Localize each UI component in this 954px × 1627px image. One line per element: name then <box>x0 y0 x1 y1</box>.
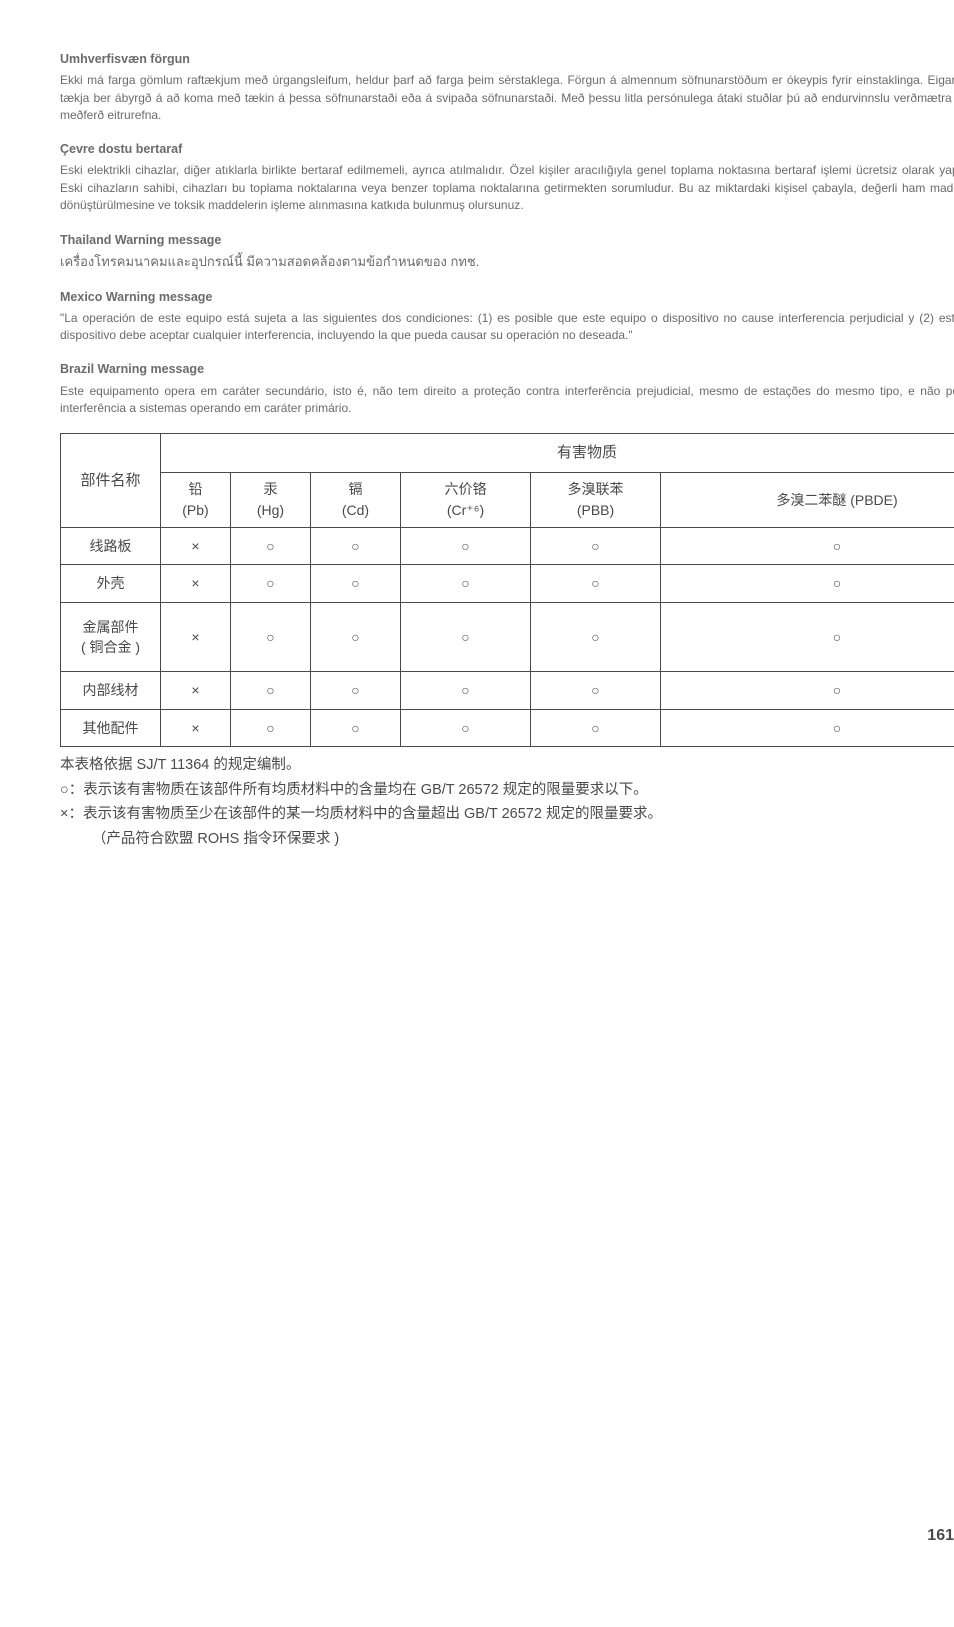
table-notes: 本表格依据 SJ/T 11364 的规定编制。 ○：表示该有害物质在该部件所有均… <box>60 753 954 852</box>
cell: ○ <box>531 528 661 565</box>
cell-name-l1: 金属部件 <box>83 619 139 635</box>
heading-thailand: Thailand Warning message <box>60 231 954 249</box>
cell: ○ <box>231 672 311 709</box>
th-pbb-l2: (PBB) <box>577 502 614 518</box>
cell: ○ <box>311 565 401 602</box>
cell: ○ <box>231 565 311 602</box>
cell: ○ <box>531 672 661 709</box>
th-hazardous: 有害物质 <box>161 434 954 473</box>
table-row: 金属部件 ( 铜合金 ) × ○ ○ ○ ○ ○ <box>61 602 954 672</box>
body-thailand: เครื่องโทรคมนาคมและอุปกรณ์นี้ มีความสอดค… <box>60 253 954 272</box>
page-number: 161 <box>927 1524 954 1547</box>
cell: × <box>161 709 231 746</box>
th-pb-l1: 铅 <box>189 481 203 497</box>
th-cr-l2: (Cr⁺⁶) <box>447 502 484 518</box>
cell-name: 金属部件 ( 铜合金 ) <box>61 602 161 672</box>
cell: ○ <box>401 528 531 565</box>
th-pbb: 多溴联苯 (PBB) <box>531 473 661 528</box>
heading-iceland: Umhverfisvæn förgun <box>60 50 954 68</box>
cell: ○ <box>661 602 954 672</box>
th-hg-l2: (Hg) <box>257 502 284 518</box>
table-row: 其他配件 × ○ ○ ○ ○ ○ <box>61 709 954 746</box>
cell: × <box>161 565 231 602</box>
cell: ○ <box>311 709 401 746</box>
cell: ○ <box>401 602 531 672</box>
cell: ○ <box>311 528 401 565</box>
cell: ○ <box>311 602 401 672</box>
section-brazil: Brazil Warning message Este equipamento … <box>60 360 954 417</box>
table-row: 线路板 × ○ ○ ○ ○ ○ <box>61 528 954 565</box>
th-pbde-l1: 多溴二苯醚 (PBDE) <box>776 492 897 508</box>
body-iceland: Ekki má farga gömlum raftækjum með úrgan… <box>60 72 954 124</box>
th-cr: 六价铬 (Cr⁺⁶) <box>401 473 531 528</box>
cell-name-l2: ( 铜合金 ) <box>81 639 140 655</box>
cell: ○ <box>661 709 954 746</box>
cell: ○ <box>531 565 661 602</box>
body-mexico: "La operación de este equipo está sujeta… <box>60 310 954 345</box>
section-turkey: Çevre dostu bertaraf Eski elektrikli cih… <box>60 140 954 214</box>
table-header-row1: 部件名称 有害物质 <box>61 434 954 473</box>
note-line2: ○：表示该有害物质在该部件所有均质材料中的含量均在 GB/T 26572 规定的… <box>60 778 954 803</box>
heading-brazil: Brazil Warning message <box>60 360 954 378</box>
th-cd-l1: 镉 <box>349 481 363 497</box>
th-pbde: 多溴二苯醚 (PBDE) <box>661 473 954 528</box>
cell-name: 外壳 <box>61 565 161 602</box>
th-cd-l2: (Cd) <box>342 502 369 518</box>
th-pb-l2: (Pb) <box>182 502 208 518</box>
cell: ○ <box>401 565 531 602</box>
th-cd: 镉 (Cd) <box>311 473 401 528</box>
cell-name: 内部线材 <box>61 672 161 709</box>
table-header-row2: 铅 (Pb) 汞 (Hg) 镉 (Cd) 六价铬 (Cr⁺⁶) 多溴联苯 (PB… <box>61 473 954 528</box>
th-hg: 汞 (Hg) <box>231 473 311 528</box>
cell: ○ <box>661 672 954 709</box>
cell: × <box>161 602 231 672</box>
table-row: 外壳 × ○ ○ ○ ○ ○ <box>61 565 954 602</box>
cell: ○ <box>401 709 531 746</box>
note-line4: （产品符合欧盟 ROHS 指令环保要求 ) <box>60 827 954 852</box>
cell: ○ <box>231 528 311 565</box>
heading-mexico: Mexico Warning message <box>60 288 954 306</box>
cell: ○ <box>401 672 531 709</box>
cell: ○ <box>311 672 401 709</box>
cell: ○ <box>661 565 954 602</box>
body-brazil: Este equipamento opera em caráter secund… <box>60 383 954 418</box>
heading-turkey: Çevre dostu bertaraf <box>60 140 954 158</box>
th-pbb-l1: 多溴联苯 <box>568 481 624 497</box>
cell: ○ <box>231 602 311 672</box>
cell: × <box>161 672 231 709</box>
cell: ○ <box>531 709 661 746</box>
table-row: 内部线材 × ○ ○ ○ ○ ○ <box>61 672 954 709</box>
cell: ○ <box>661 528 954 565</box>
th-cr-l1: 六价铬 <box>445 481 487 497</box>
note-line3: ×：表示该有害物质至少在该部件的某一均质材料中的含量超出 GB/T 26572 … <box>60 802 954 827</box>
section-thailand: Thailand Warning message เครื่องโทรคมนาค… <box>60 231 954 272</box>
body-turkey: Eski elektrikli cihazlar, diğer atıklarl… <box>60 162 954 214</box>
cell: × <box>161 528 231 565</box>
th-pb: 铅 (Pb) <box>161 473 231 528</box>
cell: ○ <box>231 709 311 746</box>
cell-name: 线路板 <box>61 528 161 565</box>
th-hg-l1: 汞 <box>264 481 278 497</box>
cell: ○ <box>531 602 661 672</box>
section-iceland: Umhverfisvæn förgun Ekki má farga gömlum… <box>60 50 954 124</box>
section-mexico: Mexico Warning message "La operación de … <box>60 288 954 345</box>
th-part-name: 部件名称 <box>61 434 161 528</box>
note-line1: 本表格依据 SJ/T 11364 的规定编制。 <box>60 753 954 778</box>
hazmat-table: 部件名称 有害物质 铅 (Pb) 汞 (Hg) 镉 (Cd) 六价铬 (Cr⁺⁶… <box>60 433 954 747</box>
cell-name: 其他配件 <box>61 709 161 746</box>
